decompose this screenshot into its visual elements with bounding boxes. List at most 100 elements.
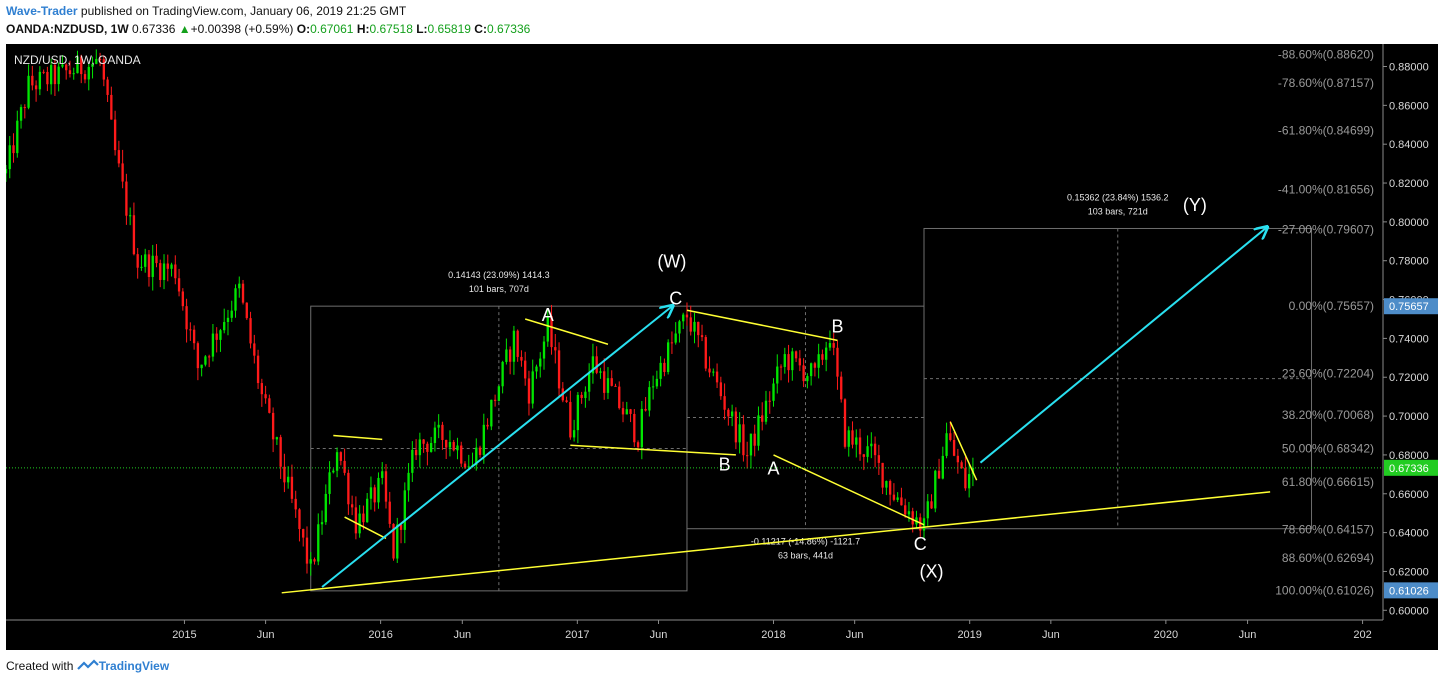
candle [53, 65, 57, 85]
candle [290, 476, 294, 499]
candle [31, 75, 34, 86]
candle [934, 470, 937, 509]
y-tick-label: 0.72000 [1389, 372, 1429, 384]
trendline [344, 516, 387, 540]
chart-panel[interactable]: 0.14143 (23.09%) 1414.3 101 bars, 707d -0.… [4, 44, 1438, 650]
candle [633, 413, 636, 443]
price-tag [1384, 582, 1438, 599]
candle [403, 490, 406, 530]
candle [200, 364, 203, 369]
y-tick-label: 0.64000 [1389, 528, 1429, 540]
candle [57, 66, 60, 85]
author-link[interactable]: Wave-Trader [6, 4, 78, 18]
candle [682, 314, 685, 322]
candle [95, 58, 98, 64]
y-tick-label: 0.80000 [1389, 217, 1429, 229]
candle [855, 437, 858, 445]
candle [926, 501, 929, 519]
wave-label: A [768, 458, 780, 478]
candle [98, 58, 102, 60]
candle [742, 424, 745, 456]
candle [723, 396, 726, 410]
candle [866, 446, 869, 457]
candle [618, 386, 621, 409]
candle [734, 411, 738, 443]
candle [381, 471, 384, 478]
candle [354, 507, 358, 534]
candle [904, 505, 907, 515]
candle [629, 409, 632, 414]
candle [185, 306, 188, 330]
candle [317, 524, 320, 562]
candle [207, 356, 211, 358]
candle [174, 264, 177, 279]
candle [271, 412, 275, 440]
candle [554, 347, 557, 351]
candle [128, 215, 132, 217]
fib-level-label: -88.60%(0.88620) [1278, 47, 1374, 61]
candle [241, 283, 245, 303]
candle [204, 356, 207, 365]
candle [651, 386, 655, 388]
fib-level-label: -78.60%(0.87157) [1278, 76, 1374, 90]
candle [779, 366, 783, 368]
candle [858, 437, 862, 455]
fib-level-label: 78.60%(0.64157) [1282, 523, 1374, 537]
candle [497, 386, 501, 401]
candle [125, 181, 128, 216]
candle [177, 278, 181, 292]
candle [418, 439, 422, 456]
candle [102, 59, 105, 80]
x-tick-label: 202 [1353, 629, 1371, 641]
candle [320, 522, 324, 525]
candle [919, 517, 922, 531]
candle [27, 75, 30, 108]
candle [166, 263, 169, 269]
candle [821, 354, 824, 360]
candle [460, 445, 463, 464]
y-tick-label: 0.78000 [1389, 256, 1429, 268]
candle [211, 333, 215, 357]
y-tick-label: 0.82000 [1389, 178, 1429, 190]
candle [72, 73, 75, 75]
candle [12, 145, 15, 154]
chart-title: NZD/USD, 1W, OANDA [14, 53, 141, 67]
candle [196, 343, 200, 369]
candle [256, 355, 260, 384]
x-tick-label: Jun [1239, 629, 1257, 641]
candle [565, 400, 568, 402]
candle [110, 94, 113, 120]
candle [4, 169, 8, 174]
tradingview-link[interactable]: TradingView [98, 659, 170, 673]
candle [437, 424, 440, 428]
candle [170, 264, 173, 269]
trendline [773, 454, 925, 526]
x-tick-label: Jun [257, 629, 275, 641]
candle [689, 317, 692, 332]
candle [967, 474, 971, 489]
high-value: 0.67518 [369, 22, 413, 36]
candle [952, 440, 956, 456]
candle [704, 337, 707, 369]
price-chart[interactable]: 0.14143 (23.09%) 1414.3 101 bars, 707d -0.… [4, 44, 1438, 650]
measure-bars-label: 103 bars, 721d [1088, 206, 1148, 216]
candle [666, 342, 670, 373]
fib-level-label: -61.80%(0.84699) [1278, 124, 1374, 138]
tradingview-logo-icon[interactable] [76, 659, 99, 673]
y-tick-label: 0.88000 [1389, 62, 1429, 74]
x-tick-label: 2015 [172, 629, 196, 641]
candle [802, 365, 805, 382]
y-tick-label: 0.66000 [1389, 489, 1429, 501]
candle [712, 371, 715, 373]
fib-level-label: -27.00%(0.79607) [1278, 223, 1374, 237]
impulse-arrow [321, 306, 672, 588]
candle [847, 430, 850, 447]
candle [881, 462, 884, 488]
candle [493, 399, 497, 401]
candle [813, 363, 817, 368]
candle [384, 471, 388, 502]
candle [753, 433, 756, 446]
symbol-label: OANDA:NZDUSD, 1W [6, 22, 129, 36]
candle [426, 443, 429, 452]
candle [253, 343, 256, 356]
